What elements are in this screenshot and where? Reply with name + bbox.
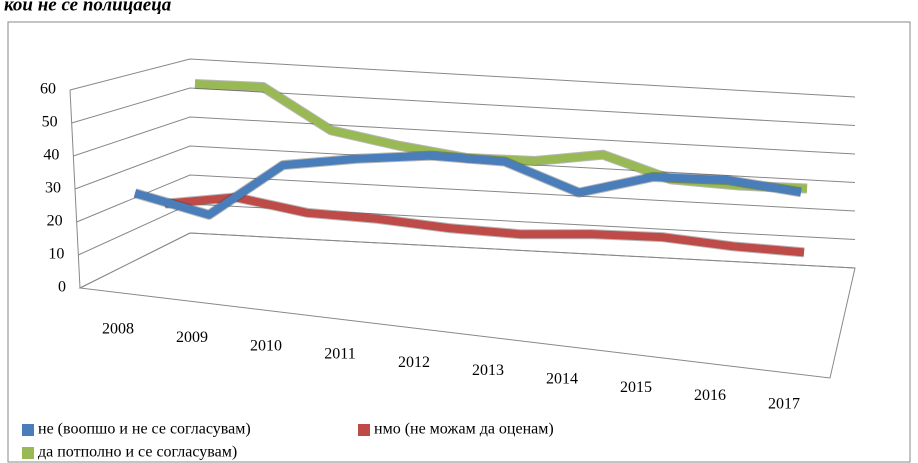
grid-line <box>69 58 856 98</box>
x-tick-label: 2014 <box>546 370 578 387</box>
title-bg <box>0 0 918 20</box>
grid-line <box>76 174 856 223</box>
y-tick-label: 0 <box>58 279 66 296</box>
x-tick-label: 2015 <box>620 379 652 396</box>
y-tick-label: 20 <box>47 213 63 230</box>
x-tick-label: 2008 <box>102 321 134 338</box>
y-tick-label: 30 <box>45 180 61 197</box>
x-tick-label: 2016 <box>694 387 726 404</box>
x-tick-label: 2017 <box>768 395 800 412</box>
x-tick-label: 2010 <box>250 337 282 354</box>
legend-label: не (воопшо и не се согласувам) <box>38 421 251 438</box>
series-line <box>133 151 802 219</box>
x-tick-label: 2013 <box>472 362 504 379</box>
grid-line <box>73 116 856 157</box>
legend-swatch <box>22 424 34 436</box>
y-tick-label: 10 <box>48 246 64 263</box>
grid-line <box>74 145 856 190</box>
legend-label: нмо (не можам да оценам) <box>374 421 554 438</box>
legend-swatch <box>358 424 370 436</box>
x-tick-label: 2009 <box>176 329 208 346</box>
series-line <box>164 193 805 257</box>
y-tick-label: 40 <box>43 147 59 164</box>
chart-title: кои не се полицаеца <box>4 0 172 15</box>
legend-label: да потполно и се согласувам) <box>38 444 237 461</box>
x-tick-label: 2011 <box>324 346 355 363</box>
chart-border <box>7 21 911 463</box>
y-tick-label: 60 <box>40 81 56 98</box>
grid-line <box>71 87 856 126</box>
legend-swatch <box>22 447 34 459</box>
y-tick-label: 50 <box>42 114 58 131</box>
x-tick-label: 2012 <box>398 354 430 371</box>
grid-line <box>79 232 856 289</box>
